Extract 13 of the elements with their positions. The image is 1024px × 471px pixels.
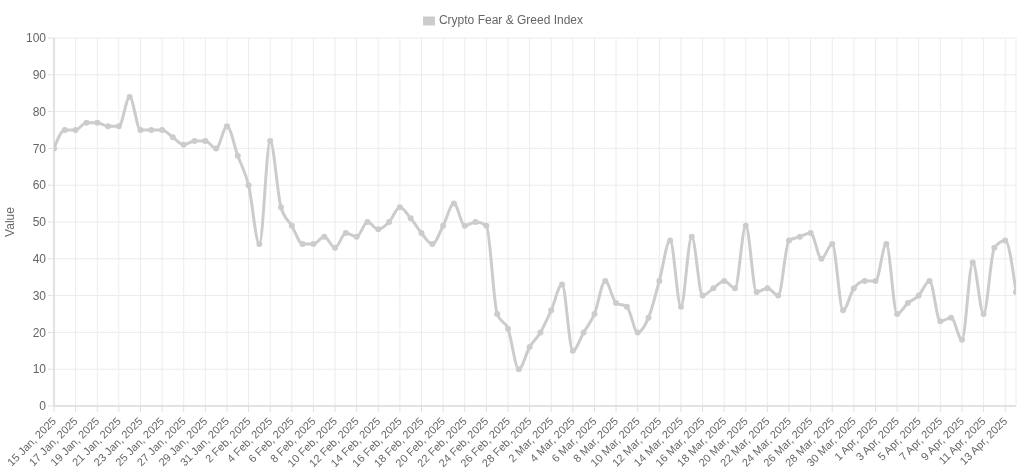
y-tick-label: 40 (32, 252, 47, 267)
y-tick-label: 90 (32, 68, 47, 83)
legend-label: Crypto Fear & Greed Index (438, 13, 584, 27)
y-tick-label: 60 (32, 178, 47, 193)
y-tick-label: 50 (32, 215, 47, 230)
y-tick-label: 0 (39, 399, 47, 414)
y-tick-label: 100 (25, 31, 47, 46)
y-tick-label: 10 (32, 362, 47, 377)
y-tick-label: 80 (32, 104, 47, 119)
y-tick-label: 30 (32, 288, 47, 303)
y-tick-label: 70 (32, 141, 47, 156)
y-axis-title: Value (3, 206, 18, 237)
y-tick-label: 20 (32, 325, 47, 340)
